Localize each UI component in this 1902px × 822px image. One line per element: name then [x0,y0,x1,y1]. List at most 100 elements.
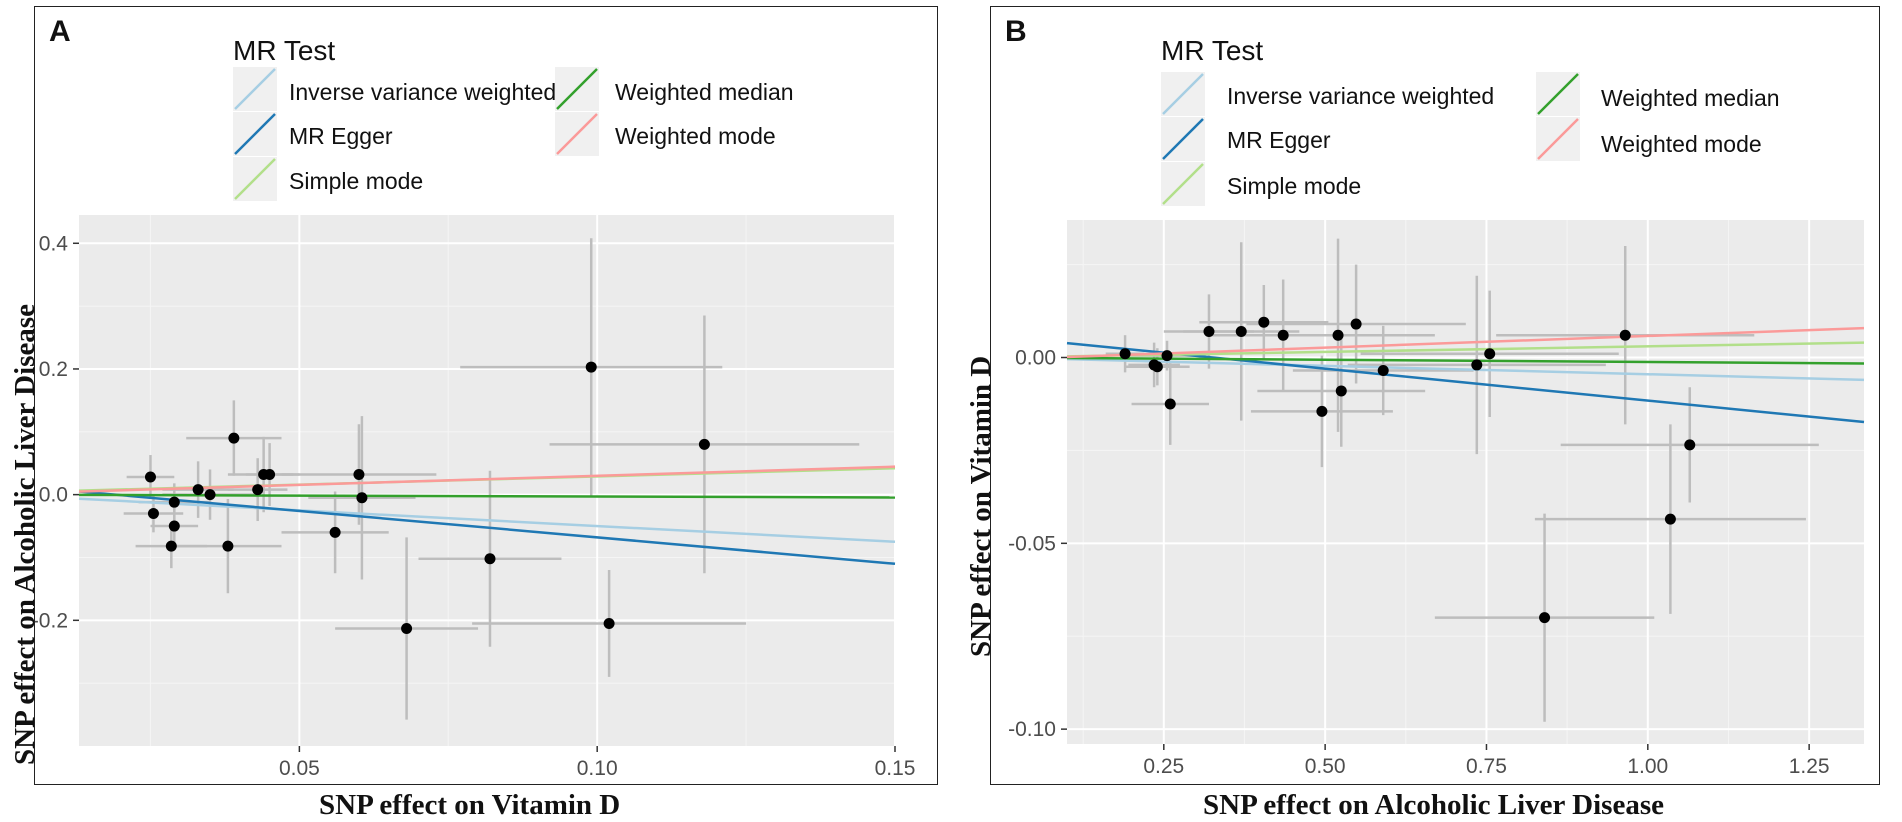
plot-a: 0.05 0.10 0.15 -0.2 0.0 0.2 0.4 [35,215,916,780]
legend-label-weighted-median: Weighted median [1601,85,1780,111]
y-tick-label: -0.05 [1008,532,1056,555]
data-point [1350,318,1362,330]
plot-b: 0.25 0.50 0.75 1.00 1.25 -0.10 -0.05 0.00 [1008,220,1865,778]
panel-letter: B [1005,15,1027,48]
data-point [1684,439,1696,451]
y-tick-label: 0.4 [39,232,69,255]
legend-label-simple-mode: Simple mode [1227,173,1362,199]
data-point [353,469,365,481]
legend-swatch-simple-mode [1162,163,1204,205]
data-point [1619,329,1631,341]
regression-line [1066,341,1865,424]
y-tick-label: 0.00 [1015,347,1056,370]
legend-label-weighted-mode: Weighted mode [615,123,776,149]
legend-key-mr-egger [1161,117,1205,161]
legend-label-weighted-median: Weighted median [615,79,794,105]
legend-swatch-mr-egger [234,113,276,155]
data-point [168,496,180,508]
data-point [1119,348,1131,360]
data-point [603,617,615,629]
data-point [401,622,413,634]
legend-key-simple-mode [233,157,277,201]
x-tick-label: 0.75 [1466,755,1507,778]
data-point [484,553,496,565]
data-point [144,471,156,483]
data-point [147,507,159,519]
legend-key-weighted-mode [555,112,599,156]
legend-swatch-simple-mode [234,158,276,200]
x-axis-label: SNP effect on Alcoholic Liver Disease [1203,789,1664,821]
data-point [1471,359,1483,371]
data-point [698,438,710,450]
x-tick-label: 1.00 [1627,755,1668,778]
legend-key-weighted-median [1536,72,1580,116]
legend-label-mr-egger: MR Egger [1227,127,1331,153]
data-point [585,361,597,373]
y-axis-label: SNP effect on Vitamin D [965,355,997,657]
data-point [1277,329,1289,341]
x-tick-label: 0.50 [1305,755,1346,778]
data-point [1377,365,1389,377]
legend-key-weighted-mode [1536,117,1580,161]
y-tick-label: 0.2 [39,358,68,381]
data-point [165,540,177,552]
data-point [222,540,234,552]
data-point [1203,325,1215,337]
x-axis-label: SNP effect on Vitamin D [319,789,621,821]
legend-key-simple-mode [1161,162,1205,206]
y-axis-label: SNP effect on Alcoholic Liver Disease [9,304,41,765]
legend-swatch-ivw [1162,73,1204,115]
regression-line [1066,357,1865,382]
panel-a: A MR Test Inverse variance weighted MR E… [9,6,938,821]
x-tick-label: 0.15 [875,757,916,780]
legend-key-ivw [233,67,277,111]
data-point [329,526,341,538]
legend-label-mr-egger: MR Egger [289,123,393,149]
data-point [168,520,180,532]
legend-label-weighted-mode: Weighted mode [1601,131,1762,157]
x-tick-label: 0.05 [279,757,320,780]
x-tick-label: 0.10 [577,757,618,780]
data-point [228,432,240,444]
y-tick-label: -0.2 [35,609,68,632]
regression-line [1066,341,1865,358]
legend-label-ivw: Inverse variance weighted [1227,83,1495,109]
y-tick-label: 0.0 [39,484,68,507]
data-point [1664,513,1676,525]
data-point [1484,348,1496,360]
panel-letter: A [49,15,71,48]
data-point [1161,350,1173,362]
data-point [1235,325,1247,337]
panel-b: B MR Test Inverse variance weighted MR E… [965,6,1880,821]
legend-key-ivw [1161,72,1205,116]
regression-line [78,497,896,544]
legend-swatch-ivw [234,68,276,110]
data-point [1151,361,1163,373]
legend-swatch-mr-egger [1162,118,1204,160]
y-tick-label: -0.10 [1008,718,1056,741]
legend-label-simple-mode: Simple mode [289,168,424,194]
regression-line [1066,326,1865,359]
legend-title: MR Test [233,35,336,66]
data-point [204,489,216,501]
legend-label-ivw: Inverse variance weighted [289,79,557,105]
data-point [1539,612,1551,624]
data-point [1258,316,1270,328]
data-point [1335,385,1347,397]
legend-swatch-weighted-mode [1537,118,1579,160]
regression-line [78,465,896,493]
regression-line [1066,356,1865,365]
data-point [252,484,264,496]
data-point [264,469,276,481]
legend-swatch-weighted-median [556,68,598,110]
legend-title: MR Test [1161,35,1264,66]
regression-line [78,490,896,566]
x-tick-label: 0.25 [1143,755,1184,778]
x-tick-label: 1.25 [1789,755,1830,778]
data-point [356,492,368,504]
legend-swatch-weighted-median [1537,73,1579,115]
legend-key-mr-egger [233,112,277,156]
data-point [192,484,204,496]
data-point [1332,329,1344,341]
legend-key-weighted-median [555,67,599,111]
